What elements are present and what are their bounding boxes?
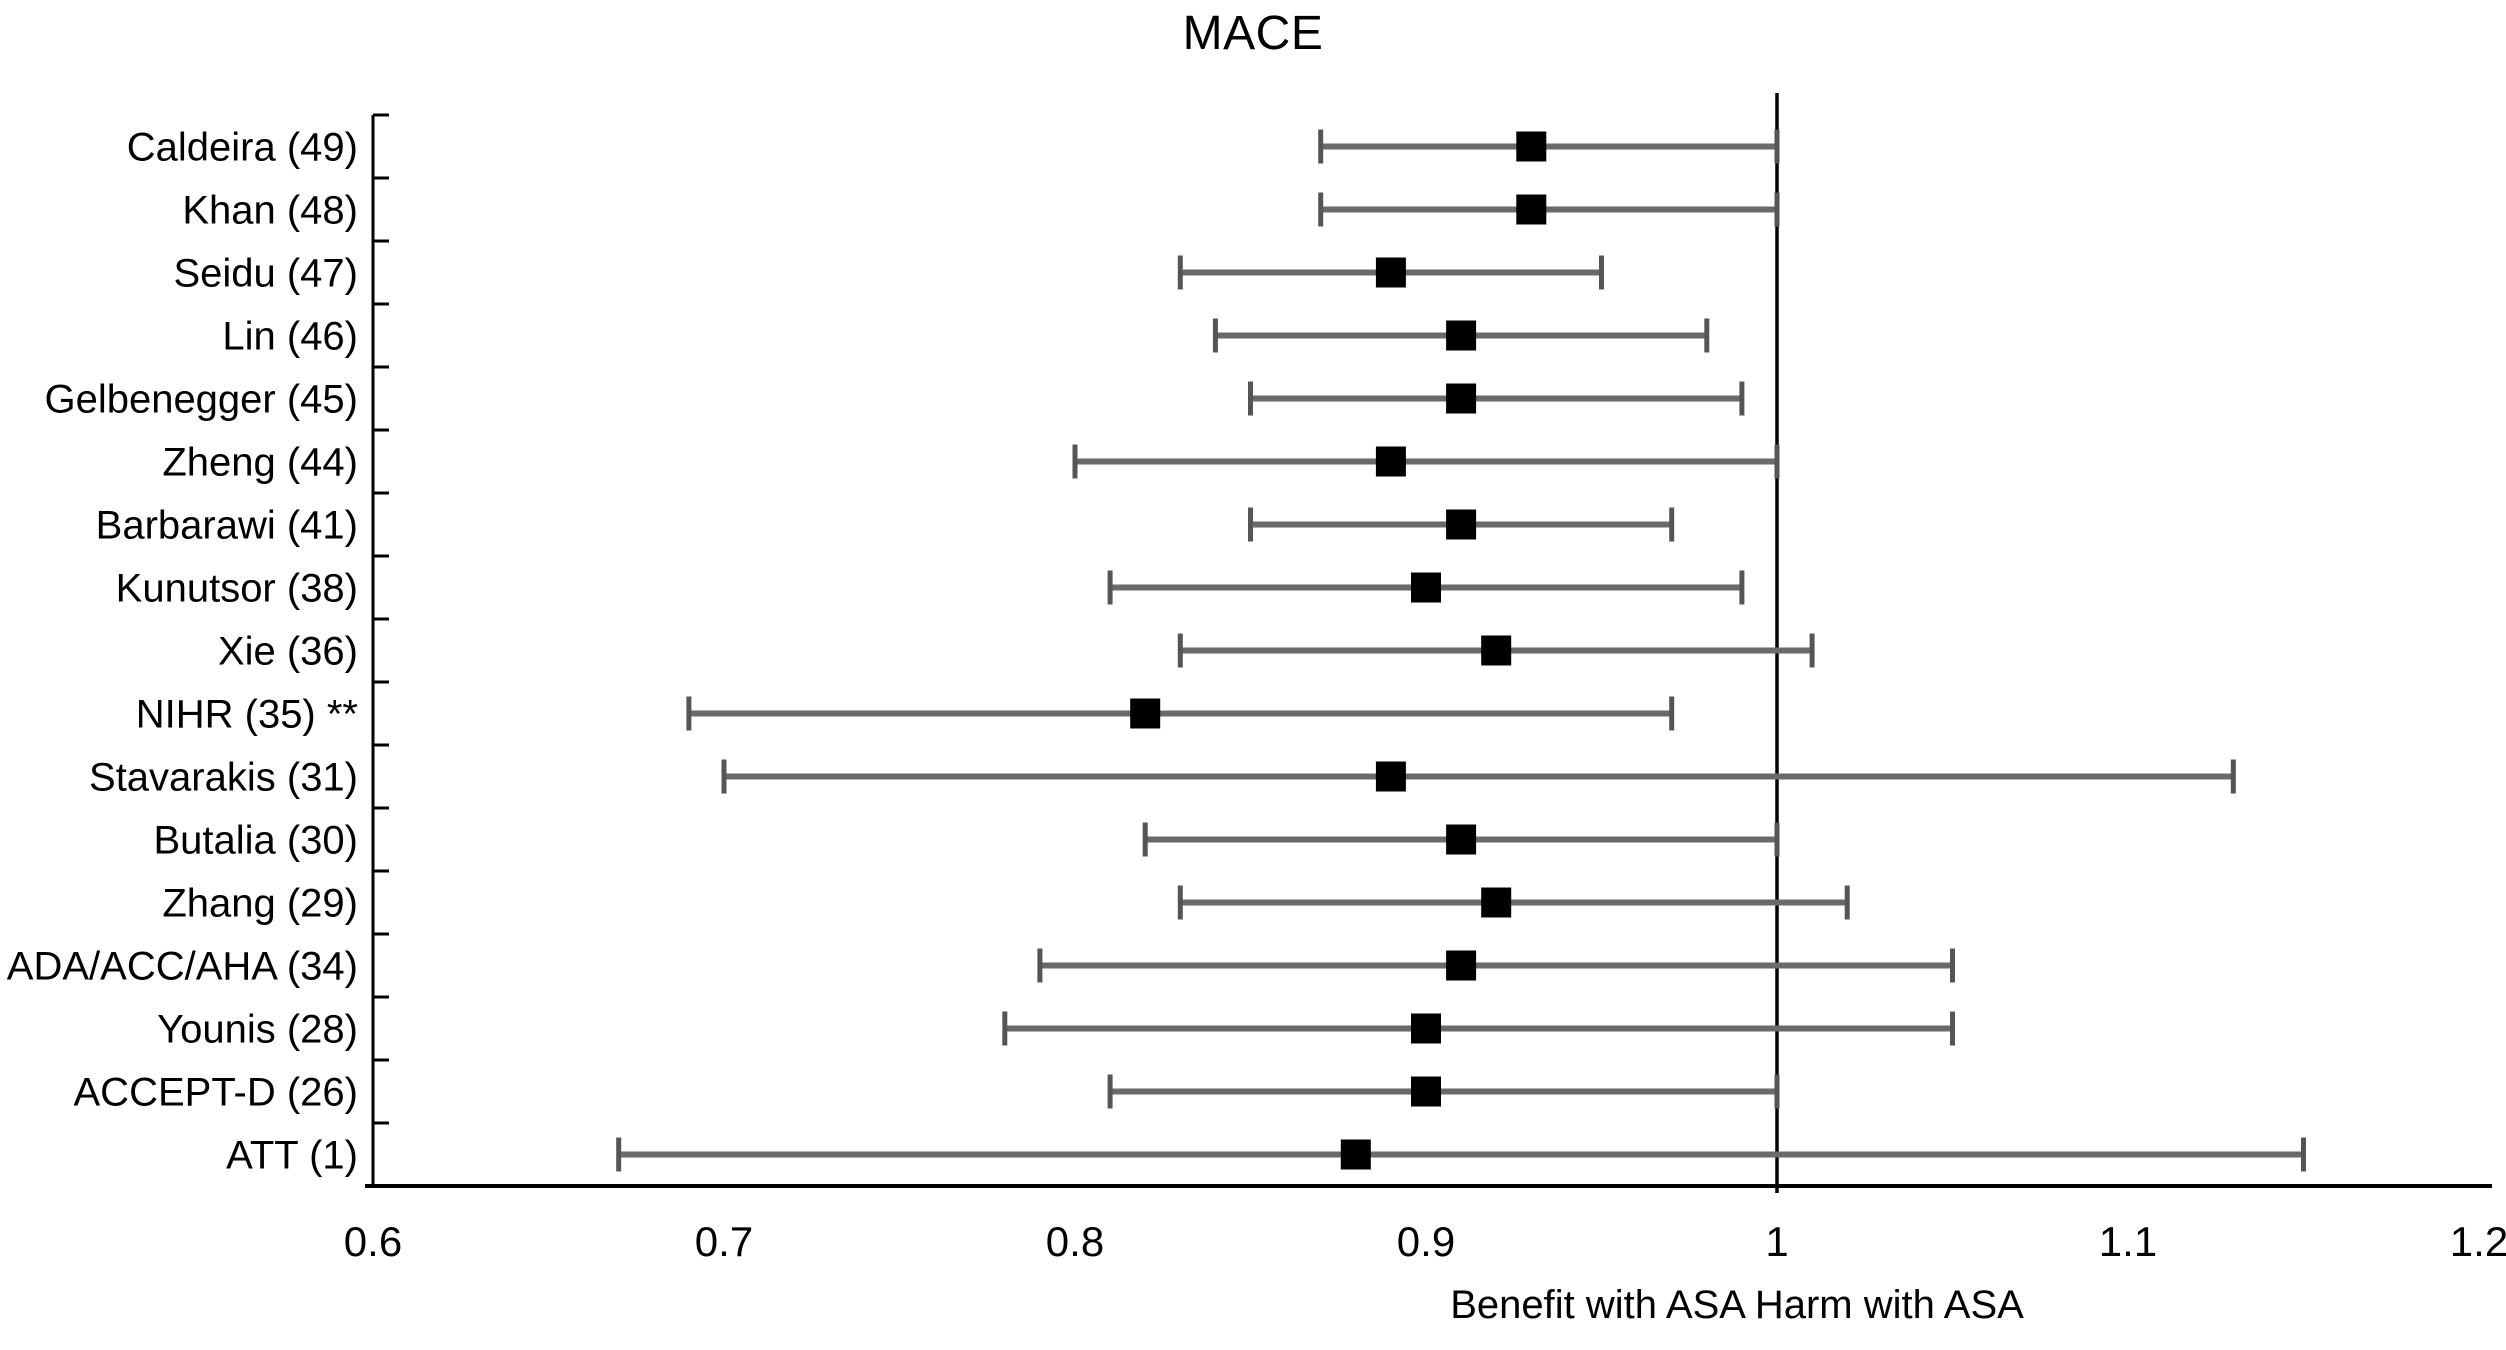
study-label: Butalia (30) <box>153 819 358 863</box>
point-estimate-marker <box>1130 698 1161 729</box>
study-label: ACCEPT-D (26) <box>74 1071 359 1115</box>
study-label: Zheng (44) <box>162 441 358 485</box>
study-label: NIHR (35) ** <box>136 693 358 737</box>
study-label: Barbarawi (41) <box>96 504 358 548</box>
x-tick-label: 1 <box>1765 1218 1788 1265</box>
point-estimate-marker <box>1446 383 1477 414</box>
study-label: Seidu (47) <box>173 252 358 296</box>
study-label: Caldeira (49) <box>127 126 358 170</box>
x-tick-label: 0.6 <box>344 1218 402 1265</box>
chart-title: MACE <box>1182 7 1324 60</box>
x-tick-label: 1.1 <box>2099 1218 2157 1265</box>
study-label: Kunutsor (38) <box>116 567 358 611</box>
point-estimate-marker <box>1516 194 1547 225</box>
study-label: Xie (36) <box>218 630 358 674</box>
x-axis-title: Benefit with ASA Harm with ASA <box>1450 1283 2024 1327</box>
point-estimate-marker <box>1446 824 1477 855</box>
study-label: Gelbenegger (45) <box>44 378 358 422</box>
point-estimate-marker <box>1516 131 1547 162</box>
x-tick-label: 0.9 <box>1397 1218 1455 1265</box>
x-tick-label: 0.8 <box>1046 1218 1104 1265</box>
study-label: Zhang (29) <box>162 882 358 926</box>
study-label: ATT (1) <box>226 1134 358 1178</box>
point-estimate-marker <box>1340 1139 1371 1170</box>
study-label: Younis (28) <box>157 1008 358 1052</box>
point-estimate-marker <box>1375 446 1406 477</box>
point-estimate-marker <box>1411 572 1441 603</box>
point-estimate-marker <box>1446 950 1477 981</box>
x-tick-label: 0.7 <box>695 1218 753 1265</box>
point-estimate-marker <box>1411 1076 1441 1107</box>
study-label: ADA/ACC/AHA (34) <box>7 945 358 989</box>
study-label: Stavarakis (31) <box>89 756 358 800</box>
study-label: Lin (46) <box>222 315 358 359</box>
x-tick-label: 1.2 <box>2450 1218 2506 1265</box>
point-estimate-marker <box>1375 761 1406 792</box>
study-label: Khan (48) <box>182 189 358 233</box>
point-estimate-marker <box>1481 887 1512 918</box>
point-estimate-marker <box>1411 1013 1441 1044</box>
point-estimate-marker <box>1375 257 1406 288</box>
point-estimate-marker <box>1446 509 1477 540</box>
point-estimate-marker <box>1481 635 1512 666</box>
point-estimate-marker <box>1446 320 1477 351</box>
